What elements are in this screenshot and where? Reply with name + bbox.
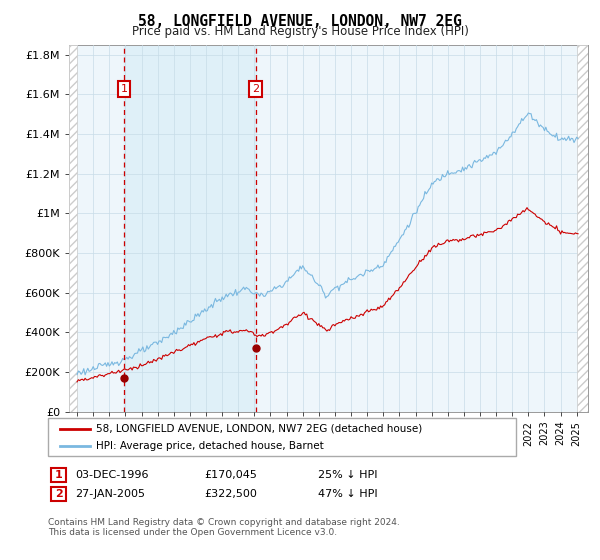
- Text: 2: 2: [252, 84, 259, 94]
- Bar: [124, 45, 256, 412]
- Text: £322,500: £322,500: [204, 489, 257, 499]
- Text: 47% ↓ HPI: 47% ↓ HPI: [318, 489, 377, 499]
- Bar: [577, 45, 588, 412]
- Text: 27-JAN-2005: 27-JAN-2005: [75, 489, 145, 499]
- Text: £170,045: £170,045: [204, 470, 257, 480]
- Text: HPI: Average price, detached house, Barnet: HPI: Average price, detached house, Barn…: [96, 441, 324, 451]
- Text: 1: 1: [121, 84, 128, 94]
- Text: Contains HM Land Registry data © Crown copyright and database right 2024.
This d: Contains HM Land Registry data © Crown c…: [48, 518, 400, 538]
- Text: Price paid vs. HM Land Registry's House Price Index (HPI): Price paid vs. HM Land Registry's House …: [131, 25, 469, 38]
- Text: 58, LONGFIELD AVENUE, LONDON, NW7 2EG (detached house): 58, LONGFIELD AVENUE, LONDON, NW7 2EG (d…: [96, 424, 422, 434]
- Text: 2: 2: [55, 489, 62, 499]
- Text: 1: 1: [55, 470, 62, 480]
- Text: 58, LONGFIELD AVENUE, LONDON, NW7 2EG: 58, LONGFIELD AVENUE, LONDON, NW7 2EG: [138, 14, 462, 29]
- Text: 25% ↓ HPI: 25% ↓ HPI: [318, 470, 377, 480]
- Text: 03-DEC-1996: 03-DEC-1996: [75, 470, 149, 480]
- Bar: [69, 45, 77, 412]
